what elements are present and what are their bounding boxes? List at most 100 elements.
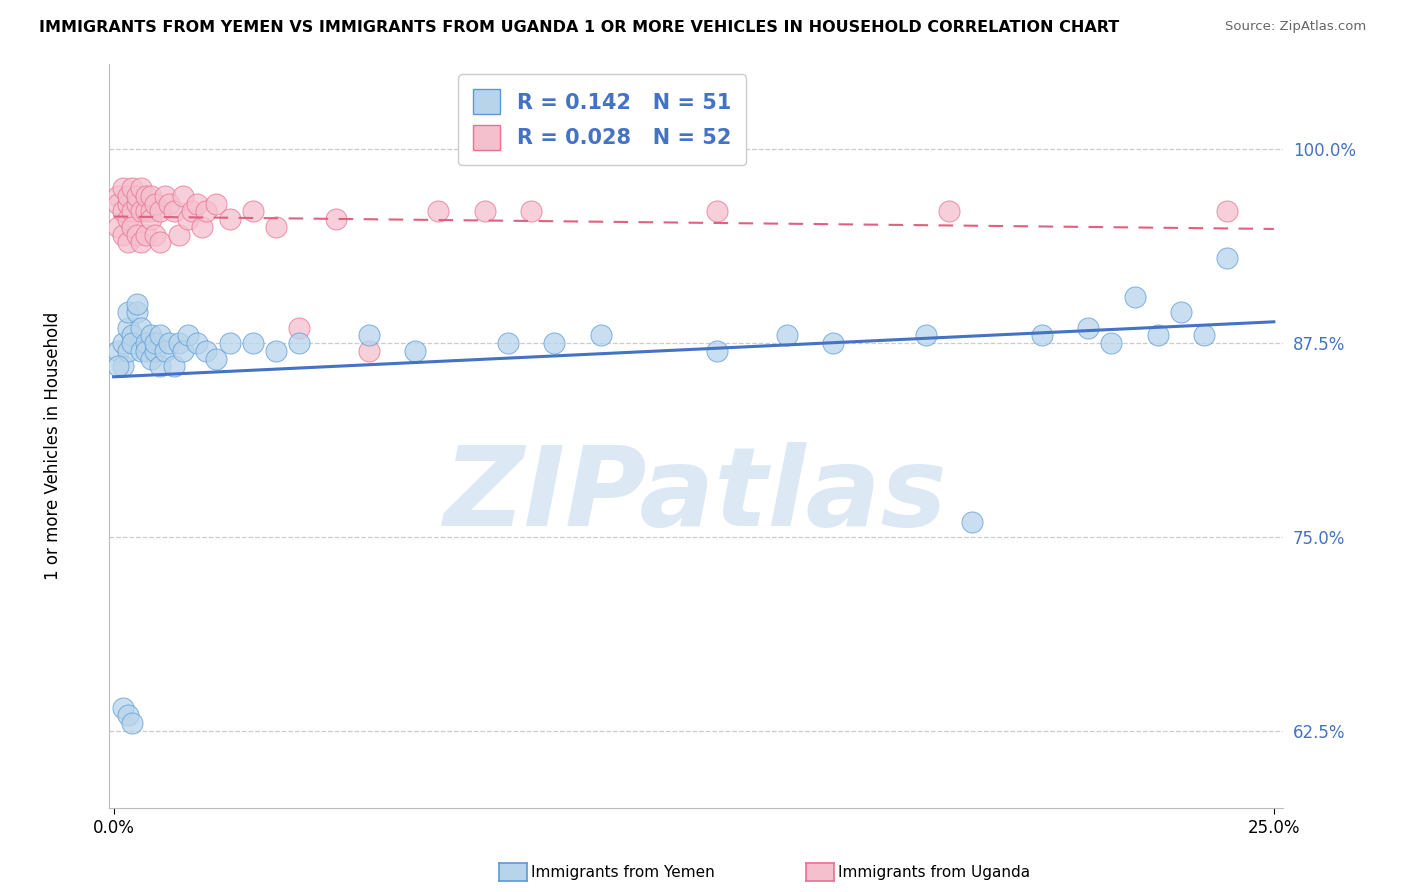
Point bbox=[111, 227, 134, 242]
Point bbox=[125, 189, 148, 203]
Point bbox=[111, 181, 134, 195]
Point bbox=[125, 297, 148, 311]
Text: Source: ZipAtlas.com: Source: ZipAtlas.com bbox=[1226, 20, 1367, 33]
Point bbox=[172, 189, 194, 203]
Point bbox=[167, 227, 190, 242]
Point bbox=[163, 359, 186, 374]
Point bbox=[125, 227, 148, 242]
Point bbox=[218, 336, 240, 351]
Point bbox=[177, 328, 200, 343]
Text: 1 or more Vehicles in Household: 1 or more Vehicles in Household bbox=[45, 312, 62, 580]
Point bbox=[125, 196, 148, 211]
Point bbox=[163, 204, 186, 219]
Point bbox=[149, 235, 172, 250]
Point bbox=[139, 212, 162, 227]
Point bbox=[117, 212, 139, 227]
Point bbox=[117, 196, 139, 211]
Point bbox=[145, 336, 167, 351]
Point bbox=[1077, 320, 1099, 334]
Point bbox=[157, 336, 180, 351]
Point bbox=[111, 700, 134, 714]
Point bbox=[153, 189, 176, 203]
Point bbox=[1123, 290, 1146, 304]
Point bbox=[1216, 251, 1239, 265]
Point bbox=[1099, 336, 1122, 351]
Point bbox=[242, 336, 264, 351]
Point bbox=[139, 204, 162, 219]
Point bbox=[357, 343, 380, 358]
Point bbox=[1216, 204, 1239, 219]
Point bbox=[264, 219, 287, 234]
Point bbox=[145, 343, 167, 358]
Point bbox=[111, 336, 134, 351]
Point bbox=[107, 196, 129, 211]
Point bbox=[288, 336, 311, 351]
Point bbox=[117, 305, 139, 319]
Point bbox=[135, 189, 157, 203]
Point bbox=[121, 181, 143, 195]
Point bbox=[117, 235, 139, 250]
Point bbox=[264, 343, 287, 358]
Point bbox=[357, 328, 380, 343]
Point bbox=[775, 328, 797, 343]
Point bbox=[153, 343, 176, 358]
Point bbox=[191, 219, 214, 234]
Point bbox=[195, 343, 218, 358]
Point bbox=[121, 328, 143, 343]
Point bbox=[204, 351, 226, 366]
Point bbox=[135, 227, 157, 242]
Point bbox=[117, 708, 139, 723]
Point bbox=[589, 328, 612, 343]
Point bbox=[131, 343, 153, 358]
Point bbox=[131, 320, 153, 334]
Point bbox=[1170, 305, 1192, 319]
Point bbox=[288, 320, 311, 334]
Point bbox=[960, 515, 983, 529]
Point bbox=[157, 196, 180, 211]
Point bbox=[117, 320, 139, 334]
Point bbox=[242, 204, 264, 219]
Point bbox=[121, 336, 143, 351]
Point bbox=[121, 204, 143, 219]
Point bbox=[139, 351, 162, 366]
Point bbox=[145, 196, 167, 211]
Point bbox=[125, 305, 148, 319]
Point bbox=[111, 204, 134, 219]
Point bbox=[177, 212, 200, 227]
Point bbox=[145, 227, 167, 242]
Point bbox=[135, 204, 157, 219]
Point bbox=[121, 716, 143, 731]
Point bbox=[135, 343, 157, 358]
Legend: R = 0.142   N = 51, R = 0.028   N = 52: R = 0.142 N = 51, R = 0.028 N = 52 bbox=[458, 74, 745, 165]
Text: ZIPatlas: ZIPatlas bbox=[444, 442, 948, 549]
Point bbox=[117, 343, 139, 358]
Point bbox=[706, 343, 728, 358]
Text: IMMIGRANTS FROM YEMEN VS IMMIGRANTS FROM UGANDA 1 OR MORE VEHICLES IN HOUSEHOLD : IMMIGRANTS FROM YEMEN VS IMMIGRANTS FROM… bbox=[39, 20, 1119, 35]
Point bbox=[195, 204, 218, 219]
Point bbox=[1031, 328, 1053, 343]
Text: Immigrants from Yemen: Immigrants from Yemen bbox=[531, 865, 716, 880]
Point bbox=[520, 204, 543, 219]
Point bbox=[1192, 328, 1215, 343]
Point bbox=[1146, 328, 1168, 343]
Point bbox=[107, 359, 129, 374]
Text: Immigrants from Uganda: Immigrants from Uganda bbox=[838, 865, 1031, 880]
Point bbox=[131, 181, 153, 195]
Point bbox=[107, 189, 129, 203]
Point bbox=[117, 189, 139, 203]
Point bbox=[404, 343, 426, 358]
Point bbox=[131, 204, 153, 219]
Point bbox=[149, 204, 172, 219]
Point bbox=[111, 359, 134, 374]
Point bbox=[135, 336, 157, 351]
Point bbox=[706, 204, 728, 219]
Point bbox=[543, 336, 565, 351]
Point bbox=[821, 336, 844, 351]
Point bbox=[427, 204, 450, 219]
Point bbox=[204, 196, 226, 211]
Point bbox=[325, 212, 347, 227]
Point bbox=[474, 204, 496, 219]
Point bbox=[181, 204, 204, 219]
Point bbox=[131, 235, 153, 250]
Point bbox=[914, 328, 936, 343]
